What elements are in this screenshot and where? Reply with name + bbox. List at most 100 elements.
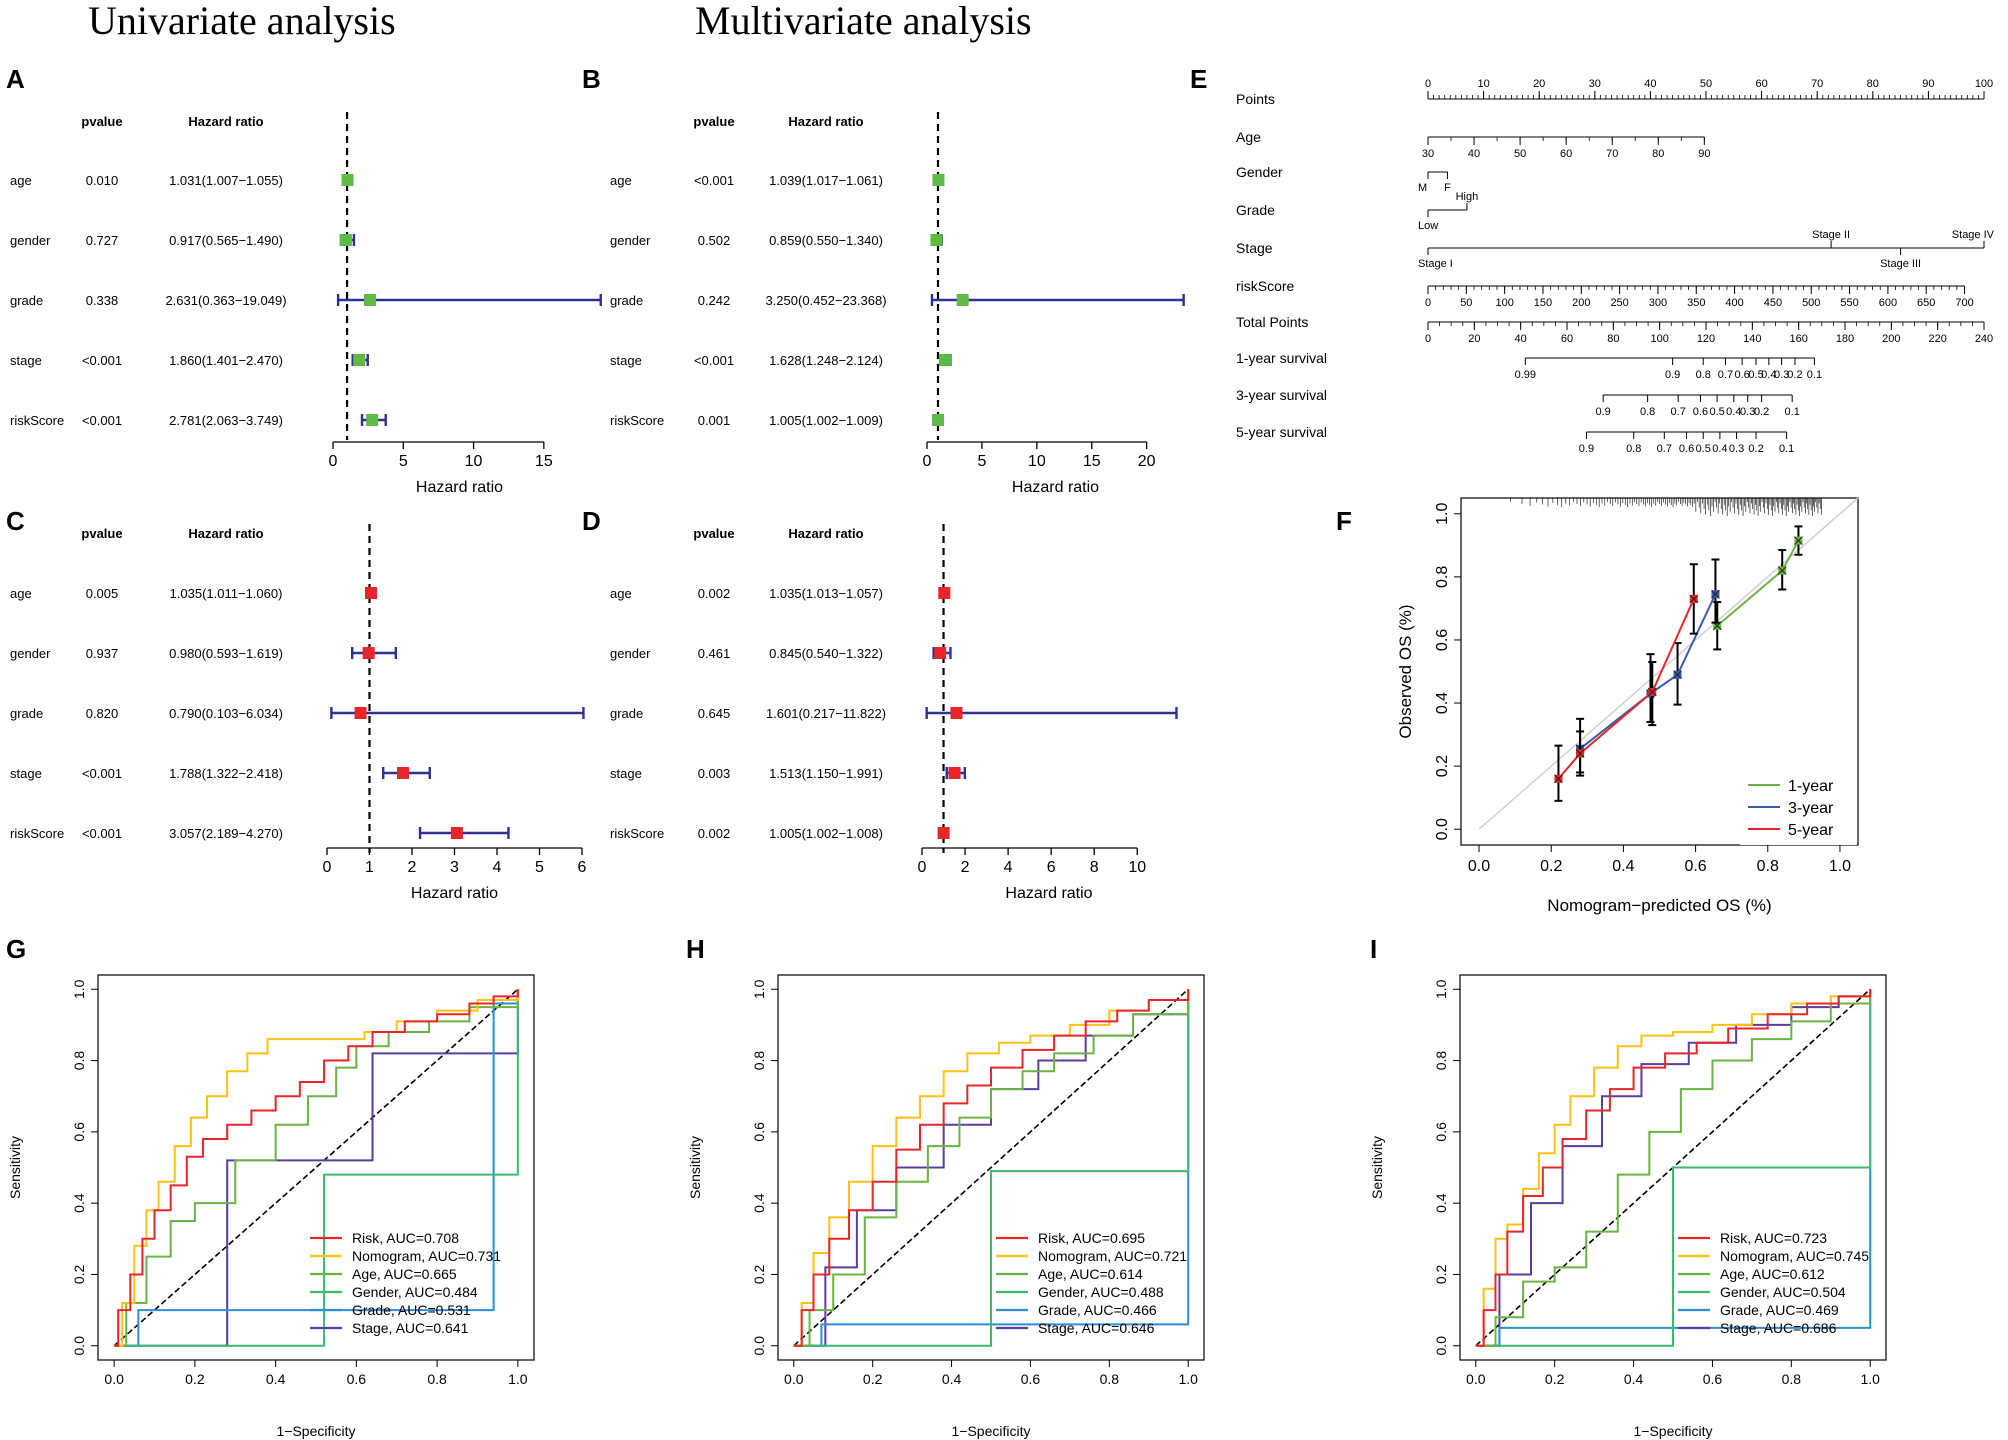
row-pvalue: 0.242 [698, 293, 731, 308]
x-tick-label: 0.6 [1684, 858, 1706, 875]
x-tick-label: 2 [408, 859, 417, 876]
nomogram-row-label: Grade [1236, 202, 1275, 218]
x-tick-label: 1.0 [508, 1371, 528, 1387]
nomogram-tick-label: 160 [1789, 333, 1807, 345]
hr-point [948, 767, 961, 779]
x-axis-title: 1−Specificity [952, 1423, 1031, 1439]
nomogram-prob-label: 0.1 [1785, 406, 1800, 418]
nomogram-tick-label: 250 [1610, 297, 1628, 309]
nomogram-tick-label: 550 [1840, 297, 1858, 309]
x-tick-label: 0 [923, 453, 932, 470]
y-tick-label: 0.8 [1434, 566, 1451, 588]
ideal-line [1478, 497, 1859, 830]
x-axis-title: 1−Specificity [1634, 1423, 1713, 1439]
y-tick-label: 1.0 [1433, 979, 1449, 999]
x-tick-label: 4 [1004, 859, 1013, 876]
nomogram-tick-label: 50 [1700, 78, 1712, 90]
nomogram-prob-label: 0.3 [1740, 406, 1755, 418]
nomogram-prob-label: 0.7 [1718, 369, 1733, 381]
hr-point [934, 647, 947, 659]
x-axis-title: Hazard ratio [411, 885, 498, 902]
nomogram-tick-label: 70 [1606, 148, 1618, 160]
calibration-point-x [1673, 670, 1682, 680]
legend-label: Stage, AUC=0.641 [352, 1320, 469, 1336]
legend-label: 1-year [1788, 778, 1834, 795]
nomogram-tick-label: 50 [1460, 297, 1472, 309]
hr-point [956, 294, 969, 306]
nomogram-prob-label: 0.1 [1807, 369, 1822, 381]
x-tick-label: 15 [1083, 453, 1101, 470]
nomogram-prob-label: 0.2 [1787, 369, 1802, 381]
nomogram-tick-label: 20 [1468, 333, 1480, 345]
row-hazard-ratio: 1.005(1.002−1.008) [769, 826, 883, 841]
series-line-5-year [1557, 598, 1695, 780]
row-pvalue: <0.001 [694, 353, 734, 368]
roc-curve-risk [793, 989, 1190, 1347]
nomogram-prob-label: 0.2 [1748, 443, 1763, 455]
nomogram-tick-label: 150 [1534, 297, 1552, 309]
nomogram-prob-label: 0.4 [1712, 443, 1727, 455]
row-hazard-ratio: 1.031(1.007−1.055) [169, 173, 283, 188]
col-header-pvalue: pvalue [693, 526, 734, 541]
legend-label: Grade, AUC=0.466 [1038, 1302, 1157, 1318]
y-tick-label: 0.8 [71, 1051, 87, 1071]
nomogram-cat-label: Stage III [1880, 258, 1921, 270]
row-label: gender [610, 646, 651, 661]
plot-frame [777, 974, 1205, 1361]
nomogram-prob-label: 0.6 [1693, 406, 1708, 418]
nomogram-row-label: Gender [1236, 164, 1283, 180]
row-label: grade [10, 706, 43, 721]
nomogram-tick-label: 80 [1607, 333, 1619, 345]
nomogram-cat-label: Stage II [1812, 229, 1850, 241]
nomogram-prob-label: 0.5 [1696, 443, 1711, 455]
plot-frame [97, 974, 535, 1361]
calibration-point-x [1554, 774, 1563, 784]
x-tick-label: 0.4 [1612, 858, 1634, 875]
row-hazard-ratio: 2.631(0.363−19.049) [165, 293, 286, 308]
hr-point [450, 827, 463, 839]
nomogram-tick-label: 650 [1917, 297, 1935, 309]
y-tick-label: 0.4 [1434, 692, 1451, 714]
x-tick-label: 4 [493, 859, 502, 876]
nomogram-tick-label: 700 [1955, 297, 1973, 309]
nomogram-prob-label: 0.3 [1729, 443, 1744, 455]
row-hazard-ratio: 1.035(1.013−1.057) [769, 586, 883, 601]
nomogram-cat-label: Stage IV [1952, 229, 1995, 241]
nomogram-tick-label: 40 [1468, 148, 1480, 160]
col-header-hazard-ratio: Hazard ratio [788, 114, 863, 129]
x-tick-label: 0.2 [863, 1371, 883, 1387]
nomogram-tick-label: 60 [1560, 148, 1572, 160]
x-axis-title: 1−Specificity [277, 1423, 356, 1439]
nomogram-tick-label: 70 [1811, 78, 1823, 90]
row-hazard-ratio: 3.057(2.189−4.270) [169, 826, 283, 841]
row-label: riskScore [10, 826, 64, 841]
x-tick-label: 10 [465, 453, 483, 470]
nomogram-tick-label: 200 [1572, 297, 1590, 309]
y-tick-label: 0.6 [751, 1122, 767, 1142]
row-hazard-ratio: 0.845(0.540−1.322) [769, 646, 883, 661]
row-label: grade [610, 706, 643, 721]
row-pvalue: <0.001 [82, 353, 122, 368]
nomogram-row-label: riskScore [1236, 278, 1295, 294]
hr-point [930, 234, 943, 246]
row-hazard-ratio: 1.039(1.017−1.061) [769, 173, 883, 188]
nomogram-tick-label: 10 [1477, 78, 1489, 90]
hr-point [932, 414, 945, 426]
x-axis-title: Hazard ratio [1005, 885, 1092, 902]
x-tick-label: 0 [329, 453, 338, 470]
x-tick-label: 3 [450, 859, 459, 876]
nomogram-tick-label: 30 [1422, 148, 1434, 160]
x-tick-label: 1.0 [1860, 1371, 1880, 1387]
roc-curve-age [793, 989, 1190, 1347]
x-tick-label: 5 [977, 453, 986, 470]
legend-label: Nomogram, AUC=0.731 [352, 1248, 501, 1264]
x-tick-label: 0.8 [1100, 1371, 1120, 1387]
row-pvalue: <0.001 [82, 413, 122, 428]
nomogram-tick-label: 350 [1687, 297, 1705, 309]
nomogram-tick-label: 240 [1975, 333, 1993, 345]
x-tick-label: 10 [1128, 859, 1146, 876]
col-header-hazard-ratio: Hazard ratio [188, 526, 263, 541]
nomogram-prob-label: 0.8 [1640, 406, 1655, 418]
